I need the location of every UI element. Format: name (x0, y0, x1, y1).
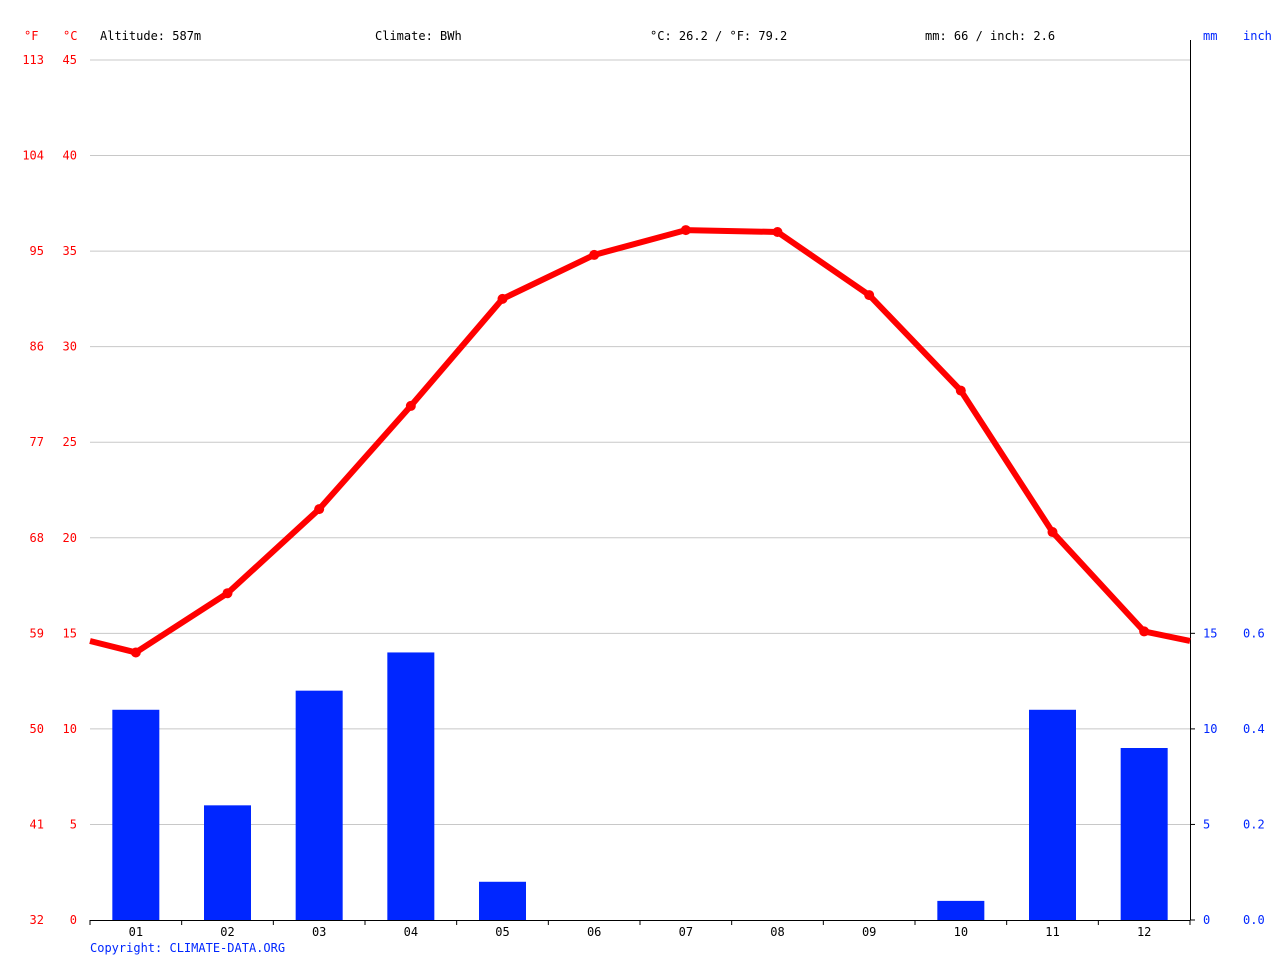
tick-label-mm: 10 (1203, 722, 1217, 736)
tick-labels: 0325411050155920682577308635954010445113… (22, 53, 1264, 939)
tick-label-inch: 0.6 (1243, 626, 1265, 640)
month-label: 12 (1137, 925, 1151, 939)
tick-label-mm: 5 (1203, 817, 1210, 831)
tick-label-fahrenheit: 68 (30, 531, 44, 545)
altitude-label: Altitude: 587m (100, 29, 201, 43)
precipitation-bar (112, 709, 160, 920)
grid-lines (90, 59, 1190, 825)
tick-label-inch: 0.4 (1243, 722, 1265, 736)
tick-label-celsius: 35 (63, 244, 77, 258)
temperature-point (405, 400, 416, 411)
month-label: 08 (770, 925, 784, 939)
tick-label-celsius: 15 (63, 626, 77, 640)
temperature-line-layer (89, 225, 1191, 658)
temperature-point (314, 504, 325, 515)
temperature-point (497, 293, 508, 304)
precipitation-bars (112, 652, 1168, 920)
temperature-point (222, 588, 233, 599)
month-label: 11 (1045, 925, 1059, 939)
tick-label-celsius: 40 (63, 149, 77, 163)
climate-label: Climate: BWh (375, 29, 462, 43)
precipitation-bar (295, 690, 343, 920)
tick-label-celsius: 45 (63, 53, 77, 67)
tick-label-inch: 0.2 (1243, 817, 1265, 831)
axes (89, 40, 1195, 925)
month-label: 05 (495, 925, 509, 939)
tick-label-fahrenheit: 104 (22, 149, 44, 163)
tick-label-mm: 0 (1203, 913, 1210, 927)
temperature-point (130, 647, 141, 658)
temperature-point (1047, 527, 1058, 538)
tick-label-fahrenheit: 50 (30, 722, 44, 736)
month-label: 01 (129, 925, 143, 939)
tick-label-celsius: 25 (63, 435, 77, 449)
temperature-point (955, 385, 966, 396)
tick-label-fahrenheit: 95 (30, 244, 44, 258)
precipitation-bar (204, 805, 251, 920)
month-label: 02 (220, 925, 234, 939)
tick-label-celsius: 30 (63, 340, 77, 354)
temperature-point (772, 227, 783, 237)
tick-label-celsius: 10 (63, 722, 77, 736)
temperature-point (1139, 626, 1150, 637)
tick-label-fahrenheit: 77 (30, 435, 44, 449)
month-label: 03 (312, 925, 326, 939)
month-label: 06 (587, 925, 601, 939)
precipitation-bar (479, 881, 526, 920)
tick-label-fahrenheit: 41 (30, 817, 44, 831)
tick-label-celsius: 20 (63, 531, 77, 545)
tick-label-fahrenheit: 113 (22, 53, 44, 67)
precipitation-bar (1029, 709, 1076, 920)
tick-label-fahrenheit: 32 (30, 913, 44, 927)
month-label: 07 (679, 925, 693, 939)
month-label: 10 (954, 925, 968, 939)
temperature-point (589, 249, 600, 260)
unit-label-mm: mm (1203, 29, 1217, 43)
precipitation-bar (1120, 748, 1168, 920)
month-label: 09 (862, 925, 876, 939)
tick-label-fahrenheit: 86 (30, 340, 44, 354)
unit-label-inch: inch (1243, 29, 1272, 43)
temperature-average-label: °C: 26.2 / °F: 79.2 (650, 29, 787, 43)
unit-label-fahrenheit: °F (24, 29, 38, 43)
temperature-point (864, 290, 875, 301)
tick-label-celsius: 0 (70, 913, 77, 927)
precipitation-bar (387, 652, 435, 920)
unit-label-celsius: °C (63, 29, 77, 43)
copyright-text[interactable]: Copyright: CLIMATE-DATA.ORG (90, 941, 285, 955)
temperature-point (680, 225, 691, 236)
tick-label-inch: 0.0 (1243, 913, 1265, 927)
tick-label-mm: 15 (1203, 626, 1217, 640)
precipitation-total-label: mm: 66 / inch: 2.6 (925, 29, 1055, 43)
precipitation-bar (937, 900, 985, 920)
month-label: 04 (404, 925, 418, 939)
tick-label-celsius: 5 (70, 817, 77, 831)
tick-label-fahrenheit: 59 (30, 626, 44, 640)
temperature-line (89, 227, 1191, 656)
